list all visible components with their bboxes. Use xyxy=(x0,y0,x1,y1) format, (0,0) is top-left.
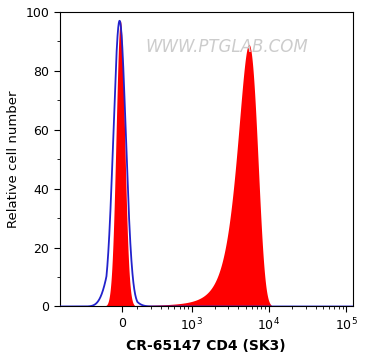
X-axis label: CR-65147 CD4 (SK3): CR-65147 CD4 (SK3) xyxy=(126,339,286,353)
Text: WWW.PTGLAB.COM: WWW.PTGLAB.COM xyxy=(145,38,308,56)
Y-axis label: Relative cell number: Relative cell number xyxy=(7,90,20,228)
